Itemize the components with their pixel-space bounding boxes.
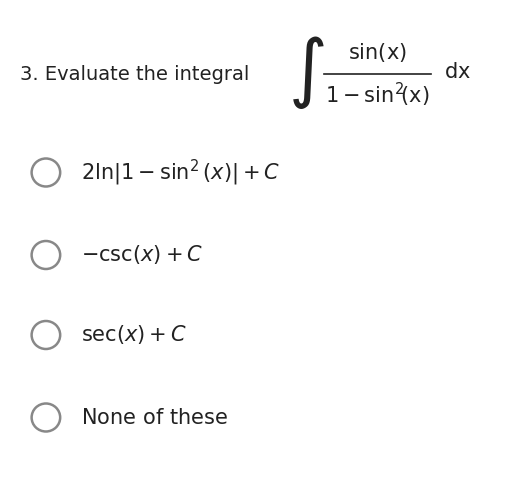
Text: 3. Evaluate the integral: 3. Evaluate the integral bbox=[20, 66, 249, 84]
Text: $\int$: $\int$ bbox=[287, 34, 324, 111]
Text: $\mathrm{dx}$: $\mathrm{dx}$ bbox=[443, 62, 470, 82]
Text: $2\ln|1 - \sin^2(x)| + C$: $2\ln|1 - \sin^2(x)| + C$ bbox=[80, 158, 279, 188]
Text: $-\csc(x) + C$: $-\csc(x) + C$ bbox=[80, 244, 202, 266]
Text: $\sec(x) + C$: $\sec(x) + C$ bbox=[80, 324, 186, 346]
Text: $\mathrm{None\ of\ these}$: $\mathrm{None\ of\ these}$ bbox=[80, 408, 227, 428]
Text: $\mathrm{sin(x)}$: $\mathrm{sin(x)}$ bbox=[347, 41, 406, 64]
Text: $\mathrm{1-sin^2\!(x)}$: $\mathrm{1-sin^2\!(x)}$ bbox=[325, 81, 429, 109]
